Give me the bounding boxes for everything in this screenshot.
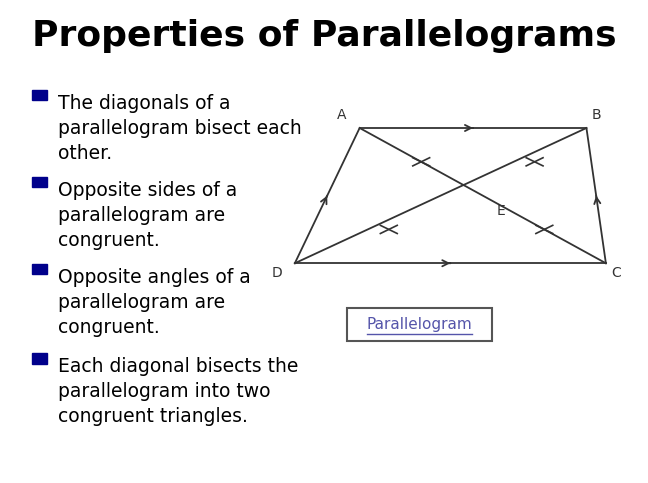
FancyBboxPatch shape (347, 308, 492, 341)
Text: Opposite sides of a
parallelogram are
congruent.: Opposite sides of a parallelogram are co… (58, 181, 238, 250)
Bar (32, 177, 47, 187)
Text: Opposite angles of a
parallelogram are
congruent.: Opposite angles of a parallelogram are c… (58, 268, 251, 337)
Text: D: D (271, 266, 282, 280)
Text: A: A (337, 108, 347, 122)
Text: The diagonals of a
parallelogram bisect each
other.: The diagonals of a parallelogram bisect … (58, 94, 302, 163)
Text: Each diagonal bisects the
parallelogram into two
congruent triangles.: Each diagonal bisects the parallelogram … (58, 357, 299, 426)
Bar (32, 353, 47, 364)
Text: E: E (497, 204, 506, 218)
Bar (32, 264, 47, 274)
Text: Parallelogram: Parallelogram (367, 316, 472, 332)
Text: C: C (611, 266, 621, 280)
Bar (32, 90, 47, 100)
Text: B: B (592, 108, 601, 122)
Text: Properties of Parallelograms: Properties of Parallelograms (32, 19, 617, 53)
